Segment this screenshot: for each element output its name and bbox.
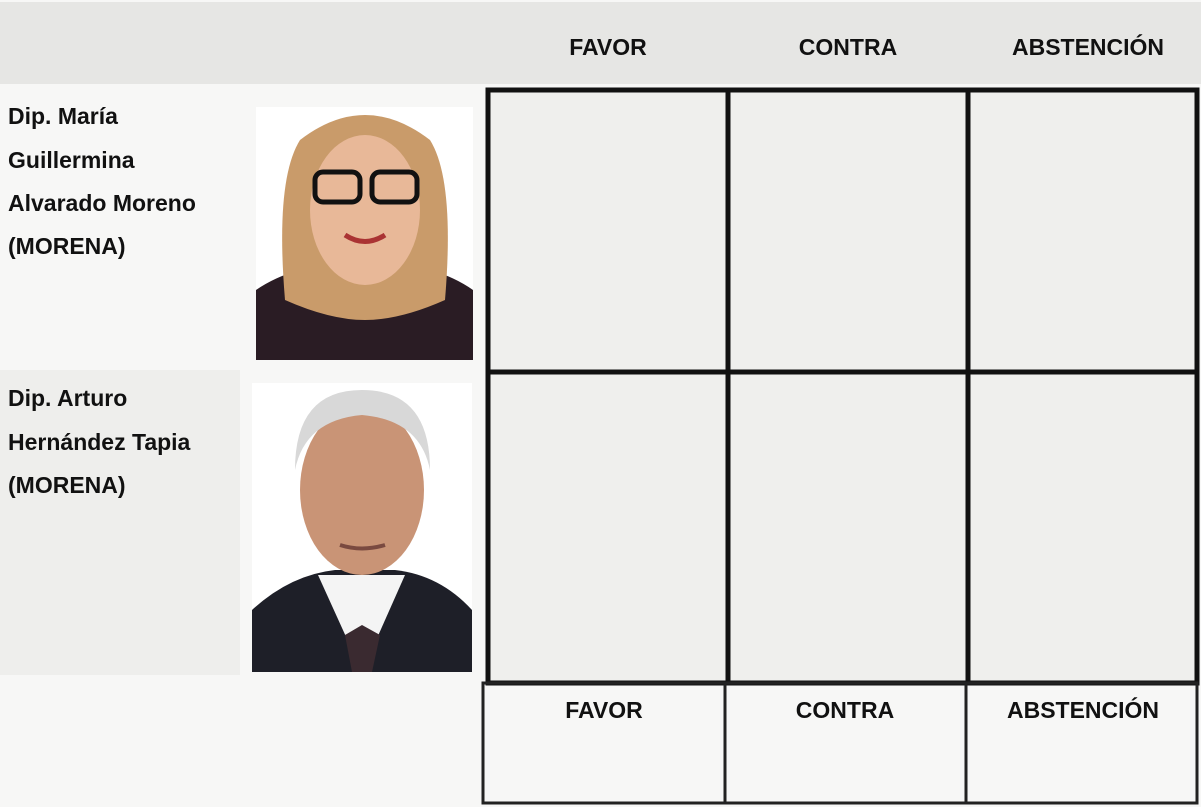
name-line: Guillermina <box>8 147 135 173</box>
header-abstencion: ABSTENCIÓN <box>1012 33 1164 60</box>
footer-grid <box>481 681 1199 805</box>
name-line: Dip. María <box>8 103 118 129</box>
name-line: Alvarado Moreno <box>8 190 196 216</box>
deputy-name: Dip. Arturo Hernández Tapia (MORENA) <box>8 385 191 498</box>
header-favor: FAVOR <box>569 34 647 60</box>
footer-favor: FAVOR <box>565 697 643 723</box>
name-line: (MORENA) <box>8 233 126 259</box>
name-line: Hernández Tapia <box>8 429 191 455</box>
vote-area <box>488 90 1197 683</box>
name-line: Dip. Arturo <box>8 385 127 411</box>
photo <box>252 383 472 672</box>
header-band <box>0 2 1201 84</box>
footer-contra: CONTRA <box>796 697 894 723</box>
vote-grid <box>485 87 1200 686</box>
name-line: (MORENA) <box>8 472 126 498</box>
header-contra: CONTRA <box>799 34 897 60</box>
left-shade <box>0 370 240 675</box>
photo <box>256 107 473 360</box>
footer-abstencion: ABSTENCIÓN <box>1007 696 1159 723</box>
deputy-name: Dip. María Guillermina Alvarado Moreno (… <box>8 103 196 259</box>
